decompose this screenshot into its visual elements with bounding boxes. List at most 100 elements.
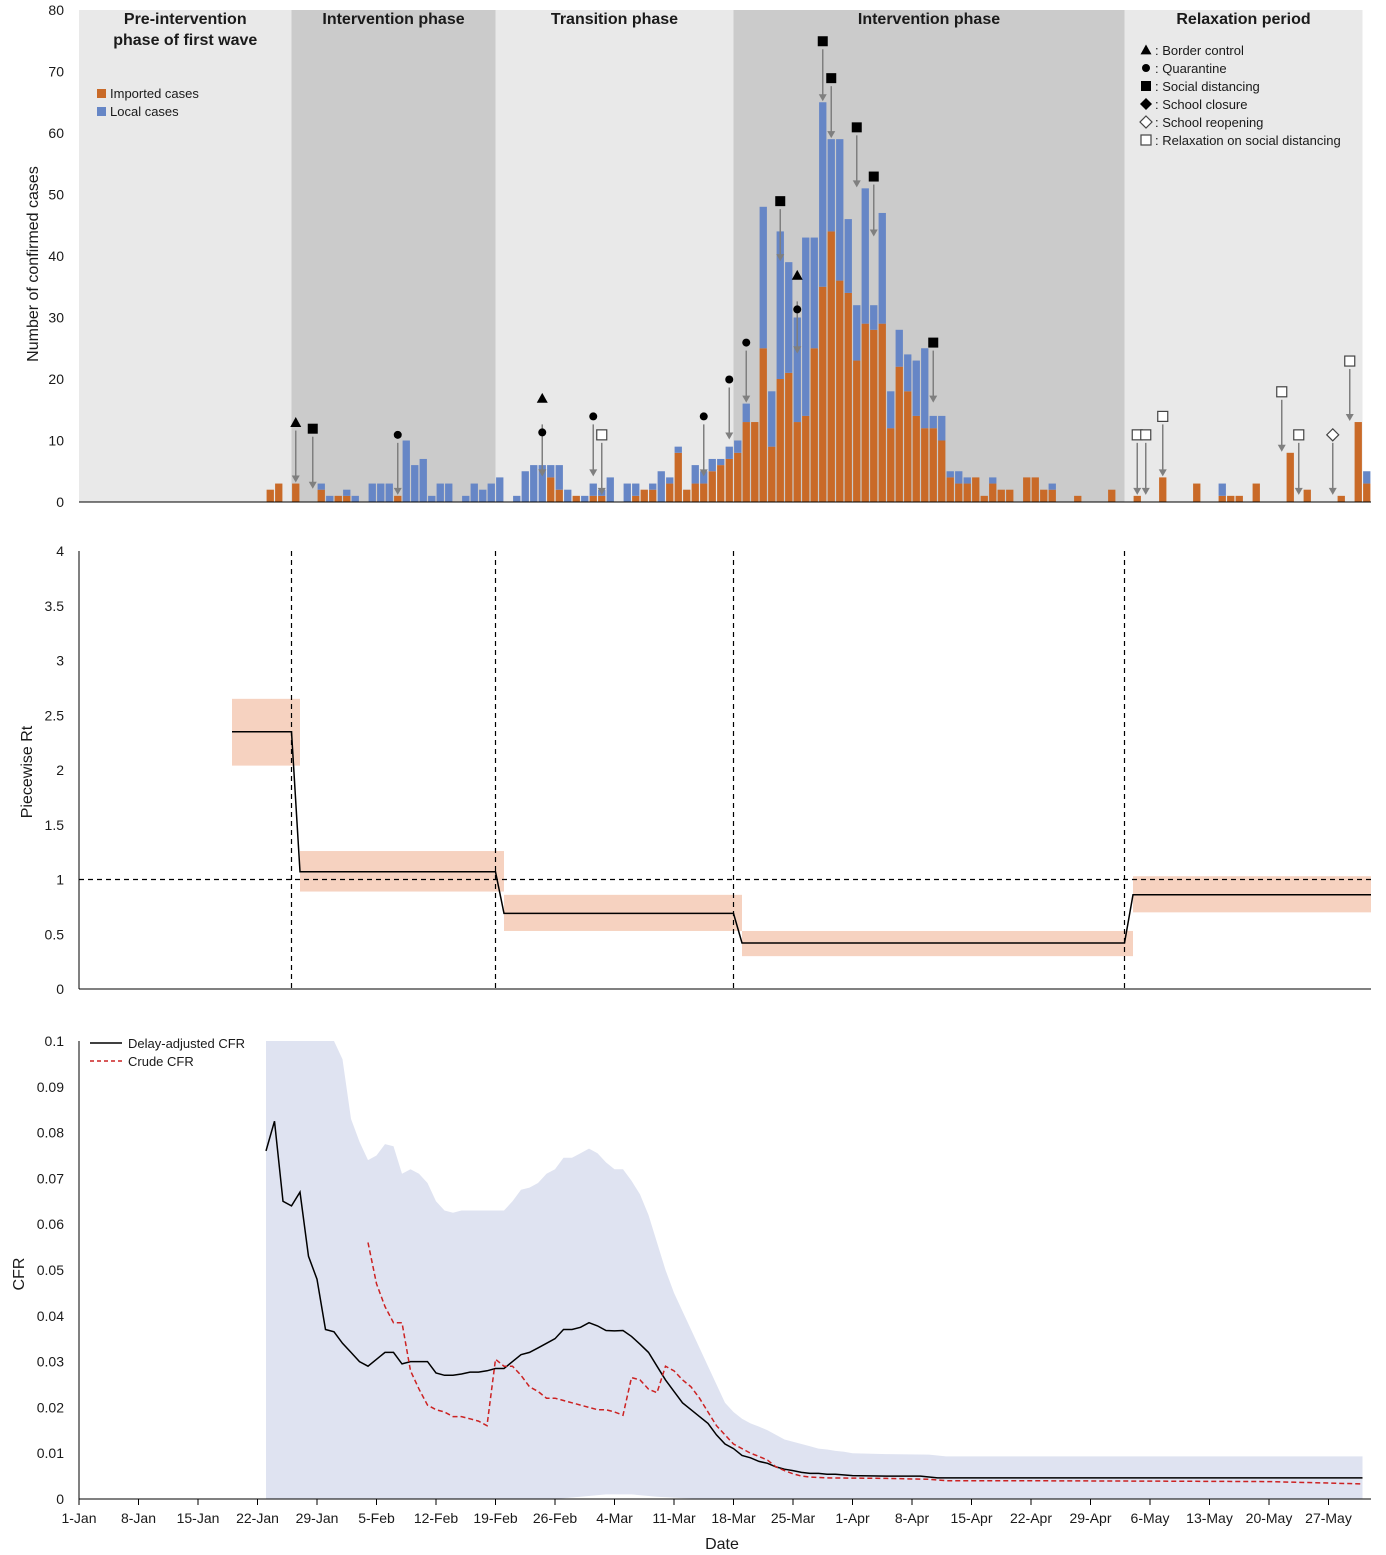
y-tick-label: 0 [56,494,64,510]
triangle-marker [290,417,302,427]
x-axis-title: Date [705,1536,739,1553]
bar-imported [1303,489,1311,502]
bar-imported [1023,477,1031,502]
arrow-head [793,346,802,354]
y-tick-label: 40 [48,248,64,264]
arrow-head [1294,487,1303,495]
square-marker [826,73,837,84]
bar-local [921,348,929,429]
bar-local [589,483,597,496]
phase-label: Pre-intervention [124,11,247,28]
arrow-head [852,180,861,188]
bar-local [377,483,385,502]
bar-imported [717,465,725,502]
legend-label: Local cases [110,104,179,119]
bar-local [768,391,776,447]
intervention-legend-label: : Social distancing [1155,79,1260,94]
arrow-head [308,481,317,489]
x-tick-label: 1-Jan [61,1510,96,1526]
bar-imported [334,495,342,502]
intervention-arrows [290,36,1356,495]
y-tick-label: 0.05 [37,1262,64,1278]
bar-imported [649,489,657,502]
x-tick-label: 29-Apr [1069,1510,1111,1526]
y-axis-title: Number of confirmed cases [25,166,42,362]
bar-local [674,446,682,453]
x-tick-label: 20-May [1246,1510,1293,1526]
arrow-head [538,469,547,477]
phase-band [495,10,734,502]
y-axis-title: CFR [11,1258,28,1291]
bar-local [938,415,946,441]
bar-local [963,477,971,484]
diamond-open-marker [1325,428,1340,442]
bar-imported [674,452,682,502]
bar-imported [972,477,980,502]
x-tick-label: 6-May [1131,1510,1170,1526]
y-tick-label: 50 [48,187,64,203]
bar-local [657,471,665,502]
bar-local [912,360,920,416]
arrow-head [818,94,827,102]
x-tick-label: 15-Jan [177,1510,220,1526]
diamond-marker [1140,98,1152,110]
bar-imported [895,366,903,502]
bar-imported [691,483,699,502]
bar-local [530,465,538,502]
bar-local [368,483,376,502]
y-tick-label: 0.02 [37,1399,64,1415]
bar-imported [725,458,733,502]
bar-local [351,495,359,502]
y-tick-label: 10 [48,433,64,449]
legend-swatch [97,89,106,98]
y-tick-label: 3.5 [45,598,65,614]
bar-imported [861,323,869,502]
bar-local [470,483,478,502]
bar-local [623,483,631,502]
square-marker [928,337,939,348]
bar-imported [292,483,300,502]
y-tick-label: 1 [56,872,64,888]
bar-imported [785,372,793,502]
intervention-legend-label: : Quarantine [1155,61,1227,76]
bar-local [436,483,444,502]
arrow-head [725,432,734,440]
bar-imported [963,483,971,502]
phase-label: Relaxation period [1176,11,1310,28]
bar-local [343,489,351,496]
bar-local [428,495,436,502]
arrow-head [929,395,938,403]
arrow-head [1141,487,1150,495]
bar-imported [742,422,750,502]
legend-label: Crude CFR [128,1054,194,1069]
intervention-legend-label: : School closure [1155,97,1248,112]
y-tick-label: 60 [48,125,64,141]
arrow-head [1328,487,1337,495]
bar-local [496,477,504,502]
circle-marker [699,412,708,421]
bar-imported [793,422,801,502]
circle-marker [589,412,598,421]
bar-imported [572,495,580,502]
bar-imported [921,428,929,502]
bar-imported [836,280,844,502]
square-open-marker [1157,410,1169,422]
bar-imported [1252,483,1260,502]
y-tick-label: 2 [56,762,64,778]
bar-imported [1074,495,1082,502]
bar-local [521,471,529,502]
x-tick-label: 19-Feb [473,1510,518,1526]
bar-imported [683,489,691,502]
bar-local [793,317,801,423]
bar-imported [980,495,988,502]
bar-imported [768,446,776,502]
y-tick-label: 0.09 [37,1079,64,1095]
bar-local [989,477,997,484]
square-marker [775,196,786,207]
bar-imported [938,440,946,502]
arrow-head [291,475,300,483]
bar-local [691,465,699,484]
bar-local [844,219,852,293]
x-tick-label: 11-Mar [652,1510,696,1526]
bar-local [759,206,767,349]
